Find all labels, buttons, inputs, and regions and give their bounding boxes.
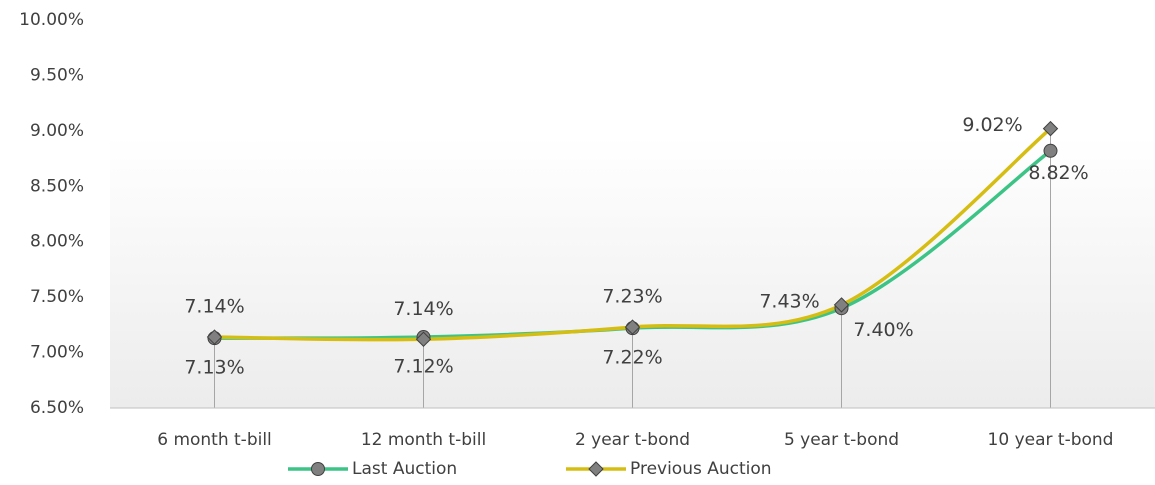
data-label: 7.40% <box>853 319 913 341</box>
data-label: 7.43% <box>759 290 819 312</box>
x-tick-label: 12 month t-bill <box>361 430 486 450</box>
data-point <box>624 319 641 335</box>
data-label: 7.23% <box>602 286 662 308</box>
data-point <box>206 329 223 345</box>
y-tick-label: 6.50% <box>30 398 84 418</box>
data-point <box>1043 143 1058 158</box>
data-point <box>1042 120 1059 137</box>
data-label: 7.14% <box>184 296 244 318</box>
x-tick-label: 5 year t-bond <box>784 430 899 450</box>
data-point <box>833 297 850 313</box>
y-tick-label: 10.00% <box>19 10 84 30</box>
data-label: 9.02% <box>962 114 1022 136</box>
y-tick-label: 9.50% <box>30 65 84 85</box>
y-tick-label: 9.00% <box>30 121 84 141</box>
data-label: 7.12% <box>393 356 453 378</box>
y-tick-label: 8.50% <box>30 176 84 196</box>
data-point <box>415 331 432 347</box>
y-tick-label: 7.00% <box>30 343 84 363</box>
data-label: 7.22% <box>602 347 662 369</box>
data-label: 7.14% <box>393 298 453 320</box>
data-label: 8.82% <box>1028 162 1088 184</box>
legend-marker <box>588 461 604 477</box>
y-tick-label: 8.00% <box>30 232 84 252</box>
legend-marker <box>311 462 325 476</box>
x-tick-label: 2 year t-bond <box>575 430 690 450</box>
x-tick-label: 6 month t-bill <box>157 430 272 450</box>
data-label: 7.13% <box>184 357 244 379</box>
x-tick-label: 10 year t-bond <box>988 430 1114 450</box>
legend-label: Last Auction <box>352 459 457 479</box>
y-tick-label: 7.50% <box>30 287 84 307</box>
legend-label: Previous Auction <box>630 459 772 479</box>
